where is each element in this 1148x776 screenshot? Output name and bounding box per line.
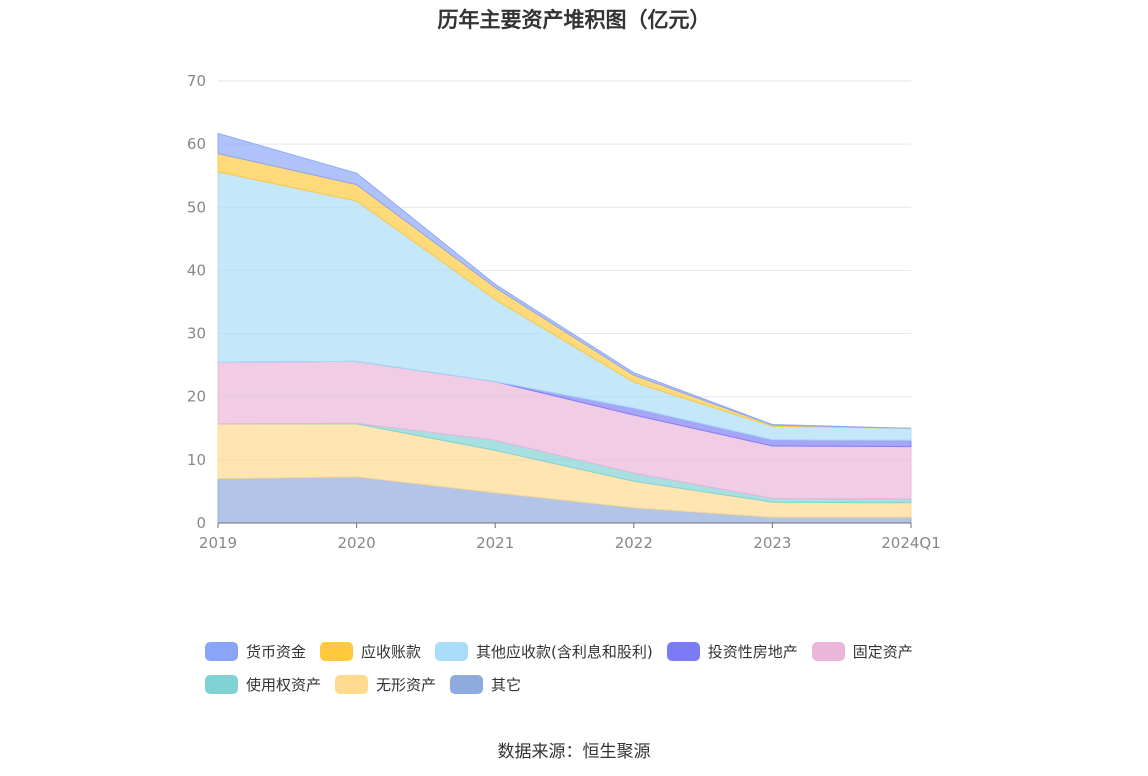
data-source: 数据来源：恒生聚源 [497,742,651,762]
legend-item-investment-property[interactable]: 投资性房地产 [666,641,798,662]
legend-label-right-of-use: 使用权资产 [246,675,322,694]
legend-label-intangible: 无形资产 [376,675,437,694]
legend-swatch-other-receivables [435,641,469,661]
legend-swatch-right-of-use [205,674,238,694]
legend-swatch-investment-property [666,641,700,661]
legend-row-1: 货币资金 应收账款 其他应收款(含利息和股利) 投资性房地产 固定资产 [205,640,965,662]
y-tick-label-50: 50 [187,198,206,216]
legend-item-other-receivables[interactable]: 其他应收款(含利息和股利) [435,641,653,662]
chart-title: 历年主要资产堆积图（亿元） [437,8,711,32]
legend-swatch-cash [205,641,238,661]
y-tick-label-70: 70 [187,72,206,90]
y-tick-label-30: 30 [187,325,206,343]
legend-label-other: 其它 [491,675,522,694]
legend-row-2: 使用权资产 无形资产 其它 [205,673,965,695]
legend-item-intangible[interactable]: 无形资产 [335,674,436,695]
x-tick-label-2023: 2023 [753,534,791,552]
x-tick-label-2020: 2020 [338,534,376,552]
legend-label-receivables: 应收账款 [361,642,422,661]
legend-label-other-receivables: 其他应收款(含利息和股利) [476,642,653,661]
y-tick-label-10: 10 [187,451,206,469]
y-tick-label-20: 20 [187,388,206,406]
y-tick-label-40: 40 [187,261,206,279]
stacked-area-chart: 0 10 20 30 40 50 60 70 2019 2020 2021 2022 2023 2024Q… [187,72,941,552]
y-tick-label-60: 60 [187,135,206,153]
x-tick-label-2022: 2022 [615,534,653,552]
legend-label-fixed-assets: 固定资产 [852,642,913,661]
legend-swatch-receivables [320,641,354,661]
legend-item-receivables[interactable]: 应收账款 [320,641,421,662]
x-tick-label-2021: 2021 [476,534,514,552]
legend-label-investment-property: 投资性房地产 [707,642,798,661]
legend-swatch-other [450,674,484,694]
legend-swatch-intangible [335,674,369,694]
x-tick-label-2024Q1: 2024Q1 [881,534,941,552]
legend-item-right-of-use[interactable]: 使用权资产 [205,674,321,695]
y-tick-label-0: 0 [196,514,206,532]
legend-item-other[interactable]: 其它 [450,674,521,695]
legend-swatch-fixed-assets [811,641,845,661]
area-series-7 [217,132,912,429]
legend-item-fixed-assets[interactable]: 固定资产 [811,641,913,662]
legend-label-cash: 货币资金 [246,642,307,661]
x-tick-label-2019: 2019 [199,534,237,552]
legend-item-cash[interactable]: 货币资金 [205,641,306,662]
chart-legend: 货币资金 应收账款 其他应收款(含利息和股利) 投资性房地产 固定资产 使用权资… [205,640,965,706]
